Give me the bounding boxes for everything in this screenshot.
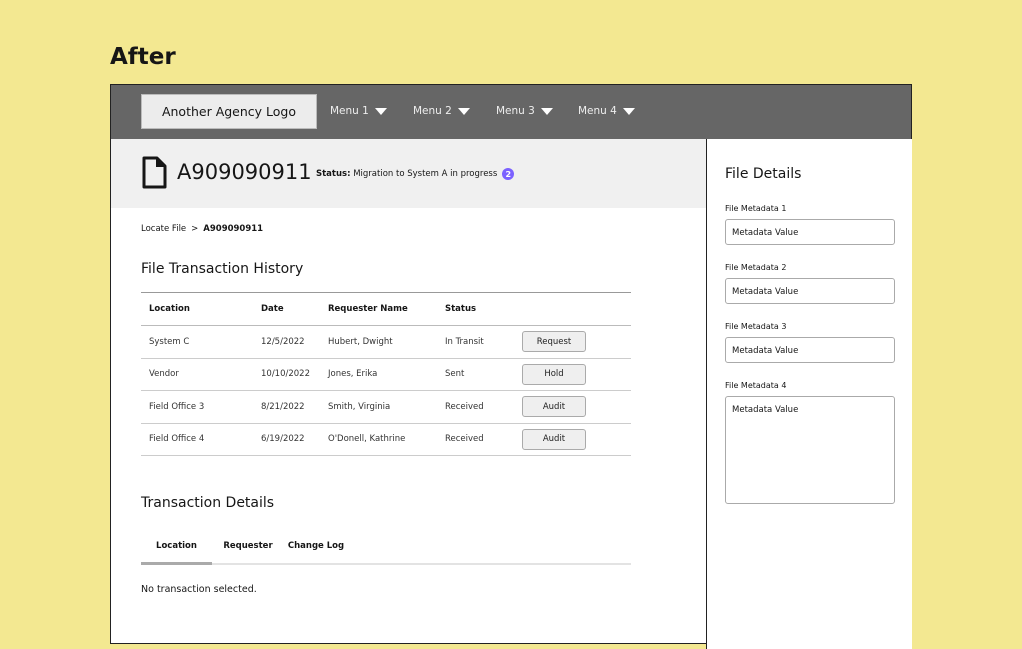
menu-label: Menu 3 — [496, 105, 535, 117]
cell-status: Sent — [437, 358, 514, 391]
field-label: File Metadata 1 — [725, 204, 787, 213]
cell-action: Request — [514, 325, 631, 359]
details-tabs: Location Requester Change Log — [141, 531, 631, 565]
file-id: A909090911 — [177, 160, 312, 184]
cell-status: In Transit — [437, 325, 514, 359]
menu-3[interactable]: Menu 3 — [496, 105, 553, 117]
cell-status: Received — [437, 390, 514, 424]
audit-button[interactable]: Audit — [522, 428, 586, 450]
col-requester: Requester Name — [320, 292, 437, 326]
menu-label: Menu 4 — [578, 105, 617, 117]
top-nav: Another Agency Logo Menu 1 Menu 2 Menu 3… — [111, 85, 911, 139]
cell-date: 10/10/2022 — [253, 358, 320, 391]
request-button[interactable]: Request — [522, 331, 586, 353]
metadata-1-input[interactable]: Metadata Value — [725, 219, 895, 245]
col-status: Status — [437, 292, 514, 326]
history-title: File Transaction History — [141, 261, 304, 277]
breadcrumb-current: A909090911 — [203, 224, 264, 234]
tab-requester[interactable]: Requester — [223, 541, 273, 551]
file-icon — [142, 156, 167, 189]
table-row[interactable]: Field Office 3 8/21/2022 Smith, Virginia Re… — [141, 390, 631, 424]
col-date: Date — [253, 292, 320, 326]
table-row[interactable]: System C 12/5/2022 Hubert, Dwight In Transi… — [141, 325, 631, 359]
cell-action: Hold — [514, 358, 631, 391]
menu-4[interactable]: Menu 4 — [578, 105, 635, 117]
metadata-3-input[interactable]: Metadata Value — [725, 337, 895, 363]
menu-1[interactable]: Menu 1 — [330, 105, 387, 117]
app-window: Another Agency Logo Menu 1 Menu 2 Menu 3… — [110, 84, 912, 649]
file-details-panel: File Details File Metadata 1 Metadata Va… — [706, 139, 912, 649]
field-label: File Metadata 4 — [725, 381, 787, 390]
cell-action: Audit — [514, 390, 631, 424]
breadcrumb-parent[interactable]: Locate File — [141, 224, 187, 234]
cell-location: Field Office 4 — [141, 423, 253, 456]
col-action — [514, 292, 631, 326]
breadcrumb: Locate File > A909090911 — [141, 224, 263, 234]
tab-location[interactable]: Location — [141, 531, 212, 565]
cell-requester: O'Donell, Kathrine — [320, 423, 437, 456]
cell-location: Vendor — [141, 358, 253, 391]
cell-requester: Smith, Virginia — [320, 390, 437, 424]
audit-button[interactable]: Audit — [522, 396, 586, 418]
cell-date: 8/21/2022 — [253, 390, 320, 424]
caret-down-icon — [457, 107, 470, 115]
field-label: File Metadata 3 — [725, 322, 787, 331]
menu-2[interactable]: Menu 2 — [413, 105, 470, 117]
history-table: Location Date Requester Name Status Syst… — [141, 292, 631, 456]
cell-requester: Jones, Erika — [320, 358, 437, 391]
metadata-4-textarea[interactable]: Metadata Value — [725, 396, 895, 504]
details-title: Transaction Details — [141, 495, 275, 511]
hold-button[interactable]: Hold — [522, 363, 586, 385]
cell-location: System C — [141, 325, 253, 359]
caret-down-icon — [622, 107, 635, 115]
file-details-title: File Details — [725, 166, 802, 182]
metadata-2-input[interactable]: Metadata Value — [725, 278, 895, 304]
caret-down-icon — [540, 107, 553, 115]
cell-action: Audit — [514, 423, 631, 456]
status-label: Status: — [316, 169, 351, 179]
cell-requester: Hubert, Dwight — [320, 325, 437, 359]
empty-message: No transaction selected. — [141, 584, 257, 595]
cell-status: Received — [437, 423, 514, 456]
file-header: A909090911 Status: Migration to System A… — [111, 139, 706, 208]
file-status: Status: Migration to System A in progres… — [316, 168, 515, 180]
cell-date: 6/19/2022 — [253, 423, 320, 456]
agency-logo[interactable]: Another Agency Logo — [141, 94, 317, 129]
menu-label: Menu 1 — [330, 105, 369, 117]
cell-date: 12/5/2022 — [253, 325, 320, 359]
table-row[interactable]: Vendor 10/10/2022 Jones, Erika Sent Hold — [141, 358, 631, 391]
tab-change-log[interactable]: Change Log — [287, 541, 345, 551]
col-location: Location — [141, 292, 253, 326]
status-badge[interactable]: 2 — [502, 168, 515, 180]
page-heading: After — [110, 44, 176, 70]
cell-location: Field Office 3 — [141, 390, 253, 424]
status-text: Migration to System A in progress — [353, 169, 498, 179]
caret-down-icon — [374, 107, 387, 115]
field-label: File Metadata 2 — [725, 263, 787, 272]
menu-label: Menu 2 — [413, 105, 452, 117]
chevron-right-icon: > — [191, 224, 199, 234]
table-row[interactable]: Field Office 4 6/19/2022 O'Donell, Kathrin… — [141, 423, 631, 456]
